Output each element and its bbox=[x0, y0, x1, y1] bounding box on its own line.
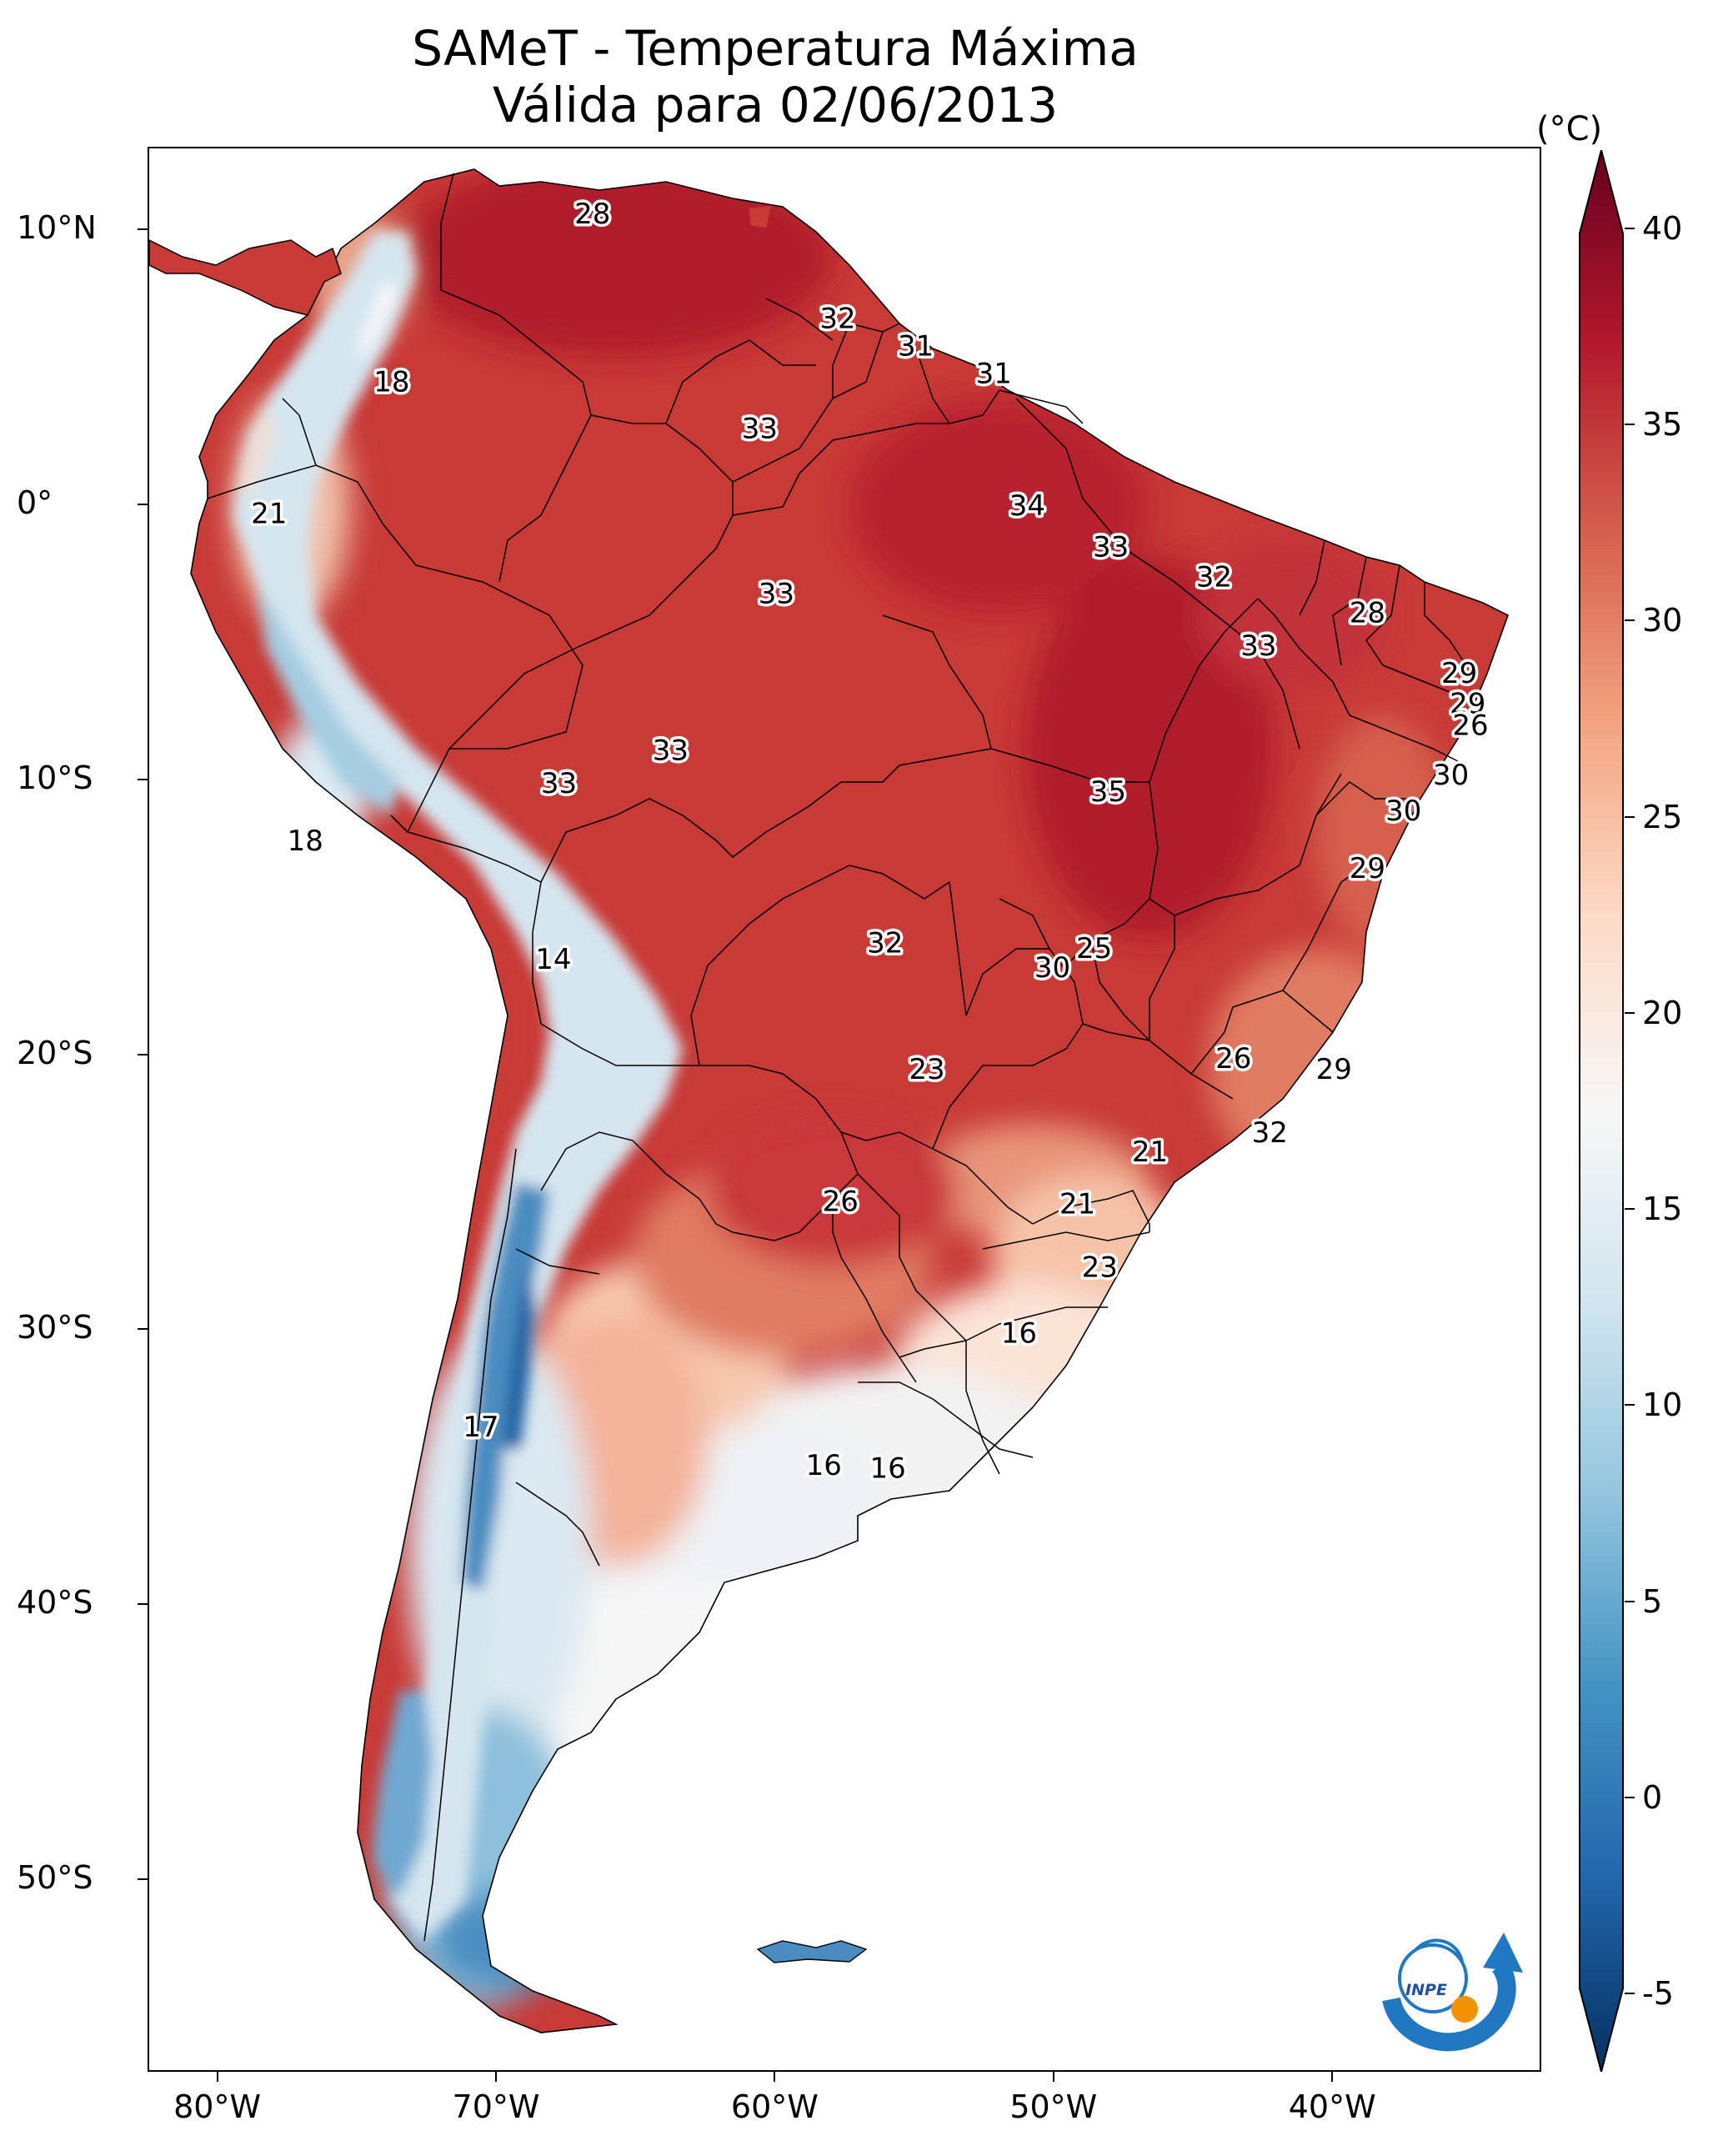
colorbar-tick-label: 5 bbox=[1642, 1582, 1663, 1620]
latitude-tick-label: 40°S bbox=[17, 1584, 93, 1622]
colorbar-tick-mark bbox=[1625, 228, 1635, 230]
temperature-value-label: 21 bbox=[251, 498, 287, 531]
temperature-value-label: 35 bbox=[1090, 775, 1126, 809]
temperature-value-label: 31 bbox=[898, 329, 934, 363]
colorbar bbox=[1579, 150, 1624, 2072]
continent-coastline bbox=[190, 168, 1509, 2033]
longitude-tick-mark bbox=[1331, 2072, 1334, 2082]
colorbar-tick-label: 25 bbox=[1642, 798, 1683, 835]
chart-title: SAMeT - Temperatura Máxima Válida para 0… bbox=[150, 20, 1400, 133]
temperature-value-label: 18 bbox=[373, 365, 409, 399]
colorbar-tick-label: 40 bbox=[1642, 210, 1683, 248]
longitude-tick-mark bbox=[1052, 2072, 1054, 2082]
svg-text:INPE: INPE bbox=[1405, 1981, 1447, 1999]
temperature-value-label: 32 bbox=[867, 926, 903, 960]
temperature-value-label: 25 bbox=[1076, 932, 1112, 965]
temperature-value-label: 23 bbox=[909, 1053, 944, 1086]
longitude-tick-mark bbox=[495, 2072, 497, 2082]
colorbar-tick-label: 20 bbox=[1642, 994, 1683, 1031]
latitude-tick-label: 10°S bbox=[17, 759, 93, 796]
temperature-value-label: 26 bbox=[1215, 1042, 1251, 1075]
colorbar-tick-mark bbox=[1625, 619, 1635, 622]
colorbar-tick-mark bbox=[1625, 424, 1635, 426]
temperature-value-label: 33 bbox=[759, 577, 794, 610]
temperature-value-label: 32 bbox=[1252, 1116, 1288, 1150]
colorbar-tick-mark bbox=[1625, 1011, 1635, 1014]
colorbar-tick-label: 15 bbox=[1642, 1191, 1683, 1228]
temperature-value-label: 32 bbox=[1196, 561, 1232, 594]
colorbar-tick-mark bbox=[1625, 815, 1635, 818]
temperature-value-label: 18 bbox=[288, 825, 323, 858]
temperature-value-label: 16 bbox=[806, 1449, 842, 1482]
temperature-value-label: 34 bbox=[1009, 489, 1045, 523]
colorbar-tick-label: 0 bbox=[1642, 1778, 1663, 1816]
temperature-value-label: 16 bbox=[870, 1452, 906, 1485]
title-line-2: Válida para 02/06/2013 bbox=[492, 77, 1059, 133]
latitude-tick-mark bbox=[138, 503, 148, 505]
longitude-tick-label: 40°W bbox=[1288, 2088, 1376, 2125]
colorbar-tick-mark bbox=[1625, 1992, 1635, 1994]
colorbar-tick-mark bbox=[1625, 1796, 1635, 1798]
temperature-value-label: 33 bbox=[541, 767, 577, 800]
longitude-tick-mark bbox=[774, 2072, 776, 2082]
longitude-tick-label: 70°W bbox=[452, 2088, 540, 2125]
temperature-value-label: 29 bbox=[1316, 1053, 1352, 1086]
latitude-tick-mark bbox=[138, 228, 148, 230]
temperature-value-label: 33 bbox=[1240, 629, 1276, 663]
colorbar-tick-label: 30 bbox=[1642, 602, 1683, 639]
temperature-value-label: 31 bbox=[976, 357, 1012, 390]
longitude-tick-label: 80°W bbox=[173, 2088, 262, 2125]
longitude-tick-label: 50°W bbox=[1009, 2088, 1098, 2125]
latitude-tick-mark bbox=[138, 1603, 148, 1606]
temperature-value-label: 30 bbox=[1034, 951, 1070, 985]
temperature-value-label: 16 bbox=[1001, 1317, 1037, 1351]
falkland-islands bbox=[756, 1940, 868, 1963]
temperature-value-label: 26 bbox=[1452, 709, 1488, 743]
longitude-tick-label: 60°W bbox=[730, 2088, 819, 2125]
temperature-value-label: 33 bbox=[1093, 530, 1129, 564]
temperature-value-label: 33 bbox=[742, 412, 778, 445]
latitude-tick-mark bbox=[138, 1328, 148, 1331]
colorbar-tick-label: 35 bbox=[1642, 406, 1683, 444]
trinidad-island bbox=[749, 206, 771, 228]
temperature-value-label: 26 bbox=[823, 1185, 859, 1218]
temperature-value-label: 23 bbox=[1082, 1251, 1118, 1285]
temperature-value-label: 28 bbox=[574, 198, 610, 231]
country-borders bbox=[207, 173, 1467, 1942]
temperature-value-label: 29 bbox=[1450, 687, 1485, 720]
colorbar-tick-mark bbox=[1625, 1600, 1635, 1602]
latitude-tick-label: 30°S bbox=[17, 1309, 93, 1346]
colorbar-tick-label: 10 bbox=[1642, 1386, 1683, 1424]
temperature-value-label: 21 bbox=[1132, 1136, 1168, 1169]
title-line-1: SAMeT - Temperatura Máxima bbox=[412, 20, 1139, 77]
temperature-value-label: 33 bbox=[653, 734, 689, 767]
temperature-value-label: 29 bbox=[1350, 852, 1385, 885]
longitude-tick-mark bbox=[216, 2072, 218, 2082]
temperature-value-label: 14 bbox=[535, 943, 571, 976]
temperature-value-label: 17 bbox=[463, 1411, 498, 1444]
colorbar-tick-mark bbox=[1625, 1404, 1635, 1406]
colorbar-tick-mark bbox=[1625, 1208, 1635, 1211]
map-panel[interactable]: 28 32 31 31 18 33 34 21 33 32 33 28 33 29 29 26 33 33 30 35… bbox=[148, 147, 1541, 2072]
latitude-tick-mark bbox=[138, 1878, 148, 1881]
latitude-tick-label: 20°S bbox=[17, 1034, 93, 1071]
latitude-tick-mark bbox=[138, 1053, 148, 1055]
colorbar-bar bbox=[1579, 150, 1624, 2072]
temperature-value-label: 32 bbox=[819, 303, 855, 336]
colorbar-unit-label: (°C) bbox=[1536, 110, 1603, 148]
latitude-tick-label: 50°S bbox=[17, 1859, 93, 1897]
inpe-logo: INPE bbox=[1382, 1933, 1523, 2052]
latitude-tick-label: 0° bbox=[17, 484, 53, 521]
latitude-tick-mark bbox=[138, 778, 148, 780]
latitude-tick-label: 10°N bbox=[17, 208, 97, 246]
colorbar-tick-label: -5 bbox=[1642, 1974, 1674, 2012]
temperature-value-label: 28 bbox=[1350, 596, 1385, 629]
temperature-value-label: 30 bbox=[1385, 795, 1421, 828]
central-america-land bbox=[149, 239, 342, 316]
temperature-value-label: 30 bbox=[1433, 759, 1469, 792]
temperature-value-label: 21 bbox=[1059, 1188, 1095, 1221]
temperature-value-label: 29 bbox=[1441, 657, 1477, 690]
